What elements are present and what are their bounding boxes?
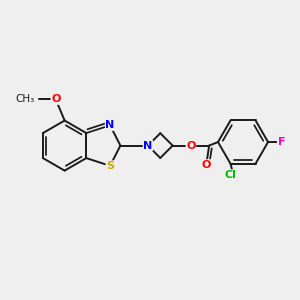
Text: N: N: [143, 141, 152, 151]
Text: O: O: [186, 141, 196, 151]
Text: N: N: [106, 120, 115, 130]
Text: O: O: [51, 94, 61, 104]
Text: Cl: Cl: [225, 170, 236, 180]
Text: O: O: [202, 160, 211, 170]
Text: S: S: [106, 161, 114, 171]
Text: CH₃: CH₃: [15, 94, 34, 104]
Text: F: F: [278, 137, 285, 147]
